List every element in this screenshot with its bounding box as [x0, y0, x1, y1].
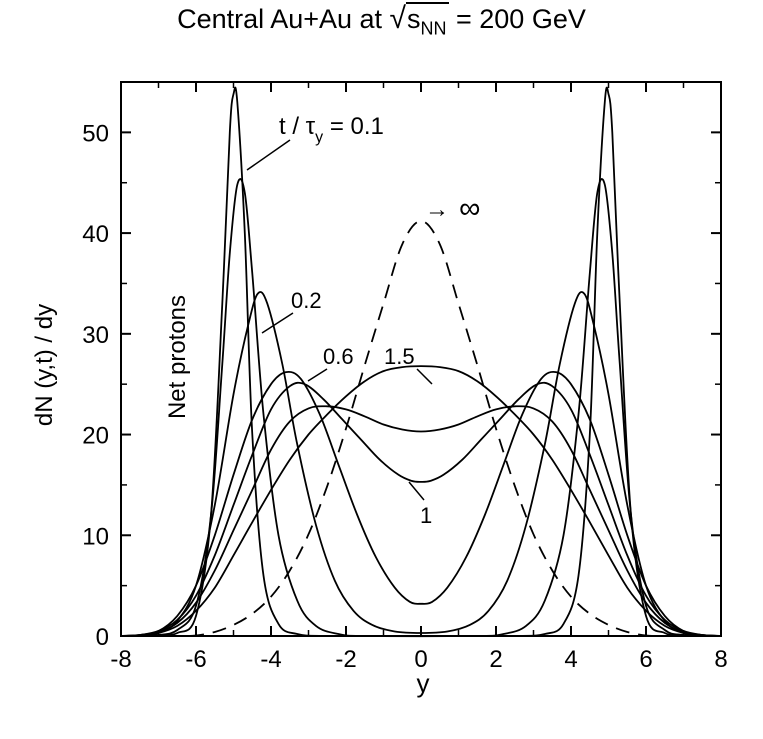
series-line-5: [120, 405, 722, 637]
x-tick-label: -4: [260, 646, 281, 673]
t-tau-subscript: y: [315, 129, 323, 146]
series-line-2: [120, 291, 722, 637]
t-tau-pointer: [246, 139, 291, 171]
label-1-5: 1.5: [384, 344, 415, 369]
y-tick-label: 20: [82, 423, 109, 450]
series-line-7: [120, 220, 722, 637]
title-s: s: [407, 4, 421, 34]
curves-group: [120, 86, 722, 638]
label-0-6-pointer: [307, 368, 328, 382]
plot-frame: [120, 81, 722, 637]
sqrt-symbol: √: [389, 2, 406, 35]
series-line-1: [120, 178, 722, 638]
y-tick-label: 0: [96, 624, 109, 651]
label-1-5-pointer: [416, 368, 433, 385]
t-tau-value: = 0.1: [323, 113, 384, 140]
y-axis-label: dN (y,t) / dy: [31, 304, 58, 426]
x-tick-label: 6: [639, 646, 652, 673]
series-line-3: [120, 370, 722, 637]
t-tau-prefix: t / τ: [279, 113, 316, 140]
x-tick-label: -8: [110, 646, 131, 673]
x-tick-label: 2: [489, 646, 502, 673]
label-0-6: 0.6: [323, 344, 354, 369]
infinity-label: ∞: [459, 192, 480, 225]
title-prefix: Central Au+Au at: [177, 4, 390, 34]
y-tick-label: 30: [82, 322, 109, 349]
ticks-group: -8 -6 -4 -2 0 2 4 6 8 0 10 20 30 40 50: [82, 82, 728, 673]
x-tick-label: -2: [335, 646, 356, 673]
y-tick-label: 40: [82, 221, 109, 248]
chart-title: Central Au+Au at √sNN = 200 GeV: [0, 2, 763, 39]
x-axis-label: y: [417, 668, 430, 698]
x-tick-label: 4: [564, 646, 577, 673]
title-suffix: = 200 GeV: [448, 4, 586, 34]
label-1: 1: [420, 503, 432, 528]
series-line-0: [120, 86, 722, 638]
title-subscript: NN: [420, 18, 447, 39]
arrow-to-infinity: →: [425, 196, 449, 223]
sqrt-argument: sNN: [406, 2, 449, 38]
y-tick-label: 10: [82, 523, 109, 550]
t-tau-label: t / τy = 0.1: [279, 113, 384, 146]
y-tick-label: 50: [82, 120, 109, 147]
net-protons-label: Net protons: [164, 295, 191, 419]
label-0-2-pointer: [261, 312, 294, 334]
label-1-pointer: [408, 481, 425, 501]
x-tick-label: -6: [185, 646, 206, 673]
x-tick-label: 8: [714, 646, 727, 673]
label-0-2: 0.2: [291, 288, 322, 313]
series-line-6: [120, 365, 722, 637]
series-line-4: [120, 381, 722, 637]
x-tick-label: 0: [414, 646, 427, 673]
